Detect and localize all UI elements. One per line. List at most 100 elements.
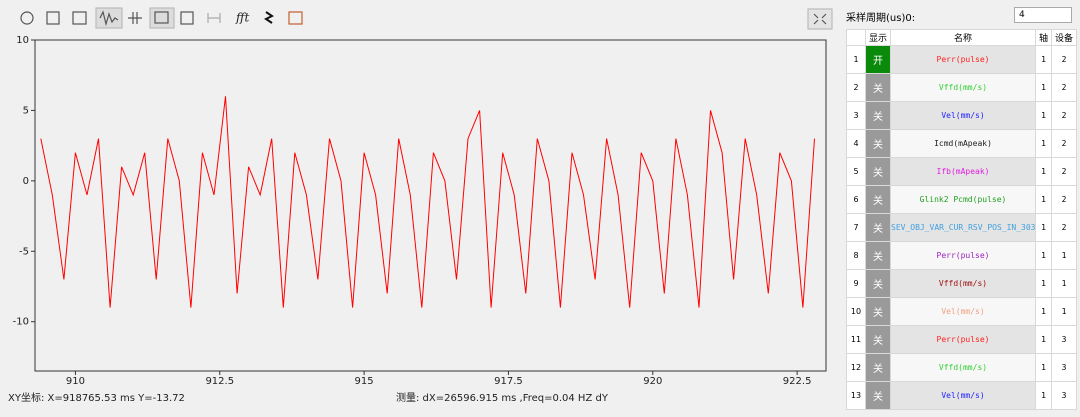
cursor-readout: XY坐标: X=918765.53 ms Y=-13.72 — [8, 392, 185, 404]
row-index: 13 — [846, 381, 866, 410]
axis-cell: 1 — [1035, 297, 1052, 326]
period-input[interactable]: 4 — [1014, 7, 1072, 23]
channel-row: 3 关 Vel(mm/s) 1 2 — [846, 101, 1077, 130]
device-cell: 2 — [1051, 45, 1077, 74]
channel-row: 8 关 Perr(pulse) 1 1 — [846, 241, 1077, 270]
stats-button[interactable] — [288, 11, 303, 25]
row-index: 3 — [846, 101, 866, 130]
row-index: 11 — [846, 325, 866, 354]
channel-row: 2 关 Vffd(mm/s) 1 2 — [846, 73, 1077, 102]
device-cell: 2 — [1051, 157, 1077, 186]
x-tick-label: 922.5 — [783, 376, 812, 387]
channel-row: 1 开 Perr(pulse) 1 2 — [846, 45, 1077, 74]
axis-cell: 1 — [1035, 101, 1052, 130]
channel-row: 11 关 Perr(pulse) 1 3 — [846, 325, 1077, 354]
y-tick-label: 0 — [23, 176, 29, 187]
row-index: 8 — [846, 241, 866, 270]
device-cell: 2 — [1051, 73, 1077, 102]
toggle-button[interactable]: 关 — [865, 73, 891, 102]
toggle-button[interactable]: 开 — [865, 45, 891, 74]
toggle-button[interactable]: 关 — [865, 213, 891, 242]
channel-row: 12 关 Vffd(mm/s) 1 3 — [846, 353, 1077, 382]
channel-name: Perr(pulse) — [890, 325, 1036, 354]
toggle-button[interactable]: 关 — [865, 157, 891, 186]
y-tick-label: 5 — [23, 105, 29, 116]
row-index: 7 — [846, 213, 866, 242]
channel-name: Vffd(mm/s) — [890, 269, 1036, 298]
zoom-button[interactable] — [72, 11, 87, 25]
toggle-button[interactable]: 关 — [865, 325, 891, 354]
y-tick-label: -10 — [13, 317, 29, 328]
fullscreen-button[interactable] — [807, 8, 833, 30]
measure-readout: 测量: dX=26596.915 ms ,Freq=0.04 HZ dY — [396, 391, 609, 404]
row-index: 10 — [846, 297, 866, 326]
measure-button[interactable] — [207, 13, 221, 23]
auto-button[interactable] — [46, 11, 60, 25]
device-cell: 3 — [1051, 381, 1077, 410]
signal-line — [40, 96, 815, 308]
channel-row: 7 关 SEV_OBJ_VAR_CUR_RSV_POS_IN_3039H 1 2 — [846, 213, 1077, 242]
device-cell: 1 — [1051, 269, 1077, 298]
toggle-button[interactable]: 关 — [865, 241, 891, 270]
device-cell: 2 — [1051, 213, 1077, 242]
channel-name: Vffd(mm/s) — [890, 73, 1036, 102]
y-tick-label: 10 — [16, 35, 29, 46]
channel-name: Ifb(mApeak) — [890, 157, 1036, 186]
device-cell: 3 — [1051, 353, 1077, 382]
axis-cell: 1 — [1035, 213, 1052, 242]
y-tick-label: -5 — [19, 246, 29, 257]
axis-cell: 1 — [1035, 73, 1052, 102]
channel-name: Vel(mm/s) — [890, 381, 1036, 410]
x-tick-label: 915 — [355, 376, 374, 387]
device-cell: 2 — [1051, 101, 1077, 130]
column-header: 显示 — [865, 29, 891, 46]
fft-button[interactable]: fft — [235, 11, 250, 25]
channel-name: Vel(mm/s) — [890, 101, 1036, 130]
x-tick-label: 910 — [66, 376, 85, 387]
toggle-button[interactable]: 关 — [865, 381, 891, 410]
column-header: 轴 — [1035, 29, 1052, 46]
axis-cell: 1 — [1035, 185, 1052, 214]
device-cell: 3 — [1051, 325, 1077, 354]
open-icon — [154, 11, 169, 24]
channel-name: Icmd(mApeak) — [890, 129, 1036, 158]
row-index: 9 — [846, 269, 866, 298]
wave-icon — [99, 10, 119, 27]
period-label: 采样周期(us)0: — [846, 13, 916, 24]
channel-row: 5 关 Ifb(mApeak) 1 2 — [846, 157, 1077, 186]
channel-row: 6 关 Glink2 Pcmd(pulse) 1 2 — [846, 185, 1077, 214]
toggle-button[interactable]: 关 — [865, 101, 891, 130]
x-tick-label: 920 — [643, 376, 662, 387]
row-index: 12 — [846, 353, 866, 382]
wave-button[interactable] — [95, 7, 123, 29]
device-cell: 1 — [1051, 297, 1077, 326]
plot-frame — [34, 39, 827, 372]
column-header: 名称 — [890, 29, 1036, 46]
cursor-button[interactable] — [128, 12, 142, 24]
chart-area: fft XY坐标: X=918765.53 ms Y=-13.72 测量: dX… — [8, 7, 833, 404]
channel-row: 4 关 Icmd(mApeak) 1 2 — [846, 129, 1077, 158]
device-cell: 1 — [1051, 241, 1077, 270]
open-button[interactable] — [149, 7, 175, 29]
channel-name: Glink2 Pcmd(pulse) — [890, 185, 1036, 214]
x-tick-label: 912.5 — [205, 376, 234, 387]
toggle-button[interactable]: 关 — [865, 269, 891, 298]
toggle-button[interactable]: 关 — [865, 185, 891, 214]
axis-cell: 1 — [1035, 157, 1052, 186]
step-button[interactable] — [264, 11, 274, 24]
save-button[interactable] — [180, 11, 194, 25]
row-index: 6 — [846, 185, 866, 214]
toggle-button[interactable]: 关 — [865, 297, 891, 326]
channel-name: Perr(pulse) — [890, 45, 1036, 74]
toggle-button[interactable]: 关 — [865, 129, 891, 158]
channel-table: 显示 名称轴设备 1 开 Perr(pulse) 1 2 2 关 Vffd(mm/s) 1 2 3 关 Ve… — [846, 29, 1077, 410]
axis-cell: 1 — [1035, 129, 1052, 158]
toggle-button[interactable]: 关 — [865, 353, 891, 382]
axis-cell: 1 — [1035, 269, 1052, 298]
channel-row: 9 关 Vffd(mm/s) 1 1 — [846, 269, 1077, 298]
channel-row: 13 关 Vel(mm/s) 1 3 — [846, 381, 1077, 410]
corner — [846, 29, 866, 46]
row-index: 5 — [846, 157, 866, 186]
channel-name: Perr(pulse) — [890, 241, 1036, 270]
play-button[interactable] — [20, 11, 34, 25]
